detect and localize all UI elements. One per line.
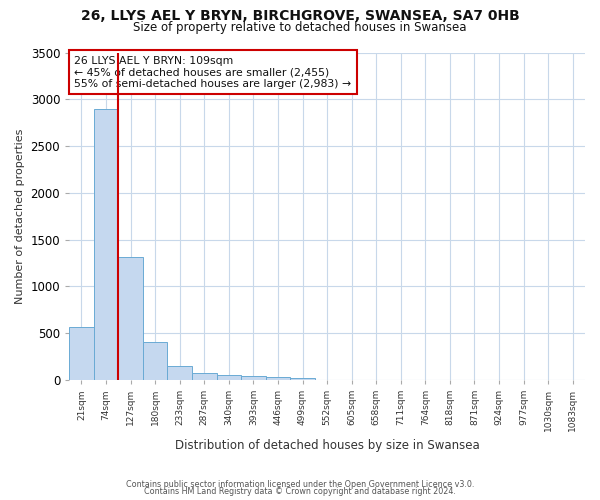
Bar [69, 326, 94, 380]
Text: Contains public sector information licensed under the Open Government Licence v3: Contains public sector information licen… [126, 480, 474, 489]
Y-axis label: Number of detached properties: Number of detached properties [15, 128, 25, 304]
Bar [118, 258, 143, 380]
Bar [143, 342, 167, 380]
Text: Contains HM Land Registry data © Crown copyright and database right 2024.: Contains HM Land Registry data © Crown c… [144, 487, 456, 496]
Bar [217, 376, 241, 380]
Bar [266, 377, 290, 380]
Bar [192, 372, 217, 380]
Text: Size of property relative to detached houses in Swansea: Size of property relative to detached ho… [133, 21, 467, 34]
Text: 26, LLYS AEL Y BRYN, BIRCHGROVE, SWANSEA, SA7 0HB: 26, LLYS AEL Y BRYN, BIRCHGROVE, SWANSEA… [80, 9, 520, 23]
Bar [94, 108, 118, 380]
Text: 26 LLYS AEL Y BRYN: 109sqm
← 45% of detached houses are smaller (2,455)
55% of s: 26 LLYS AEL Y BRYN: 109sqm ← 45% of deta… [74, 56, 352, 89]
Bar [241, 376, 266, 380]
X-axis label: Distribution of detached houses by size in Swansea: Distribution of detached houses by size … [175, 440, 479, 452]
Bar [290, 378, 315, 380]
Bar [167, 366, 192, 380]
